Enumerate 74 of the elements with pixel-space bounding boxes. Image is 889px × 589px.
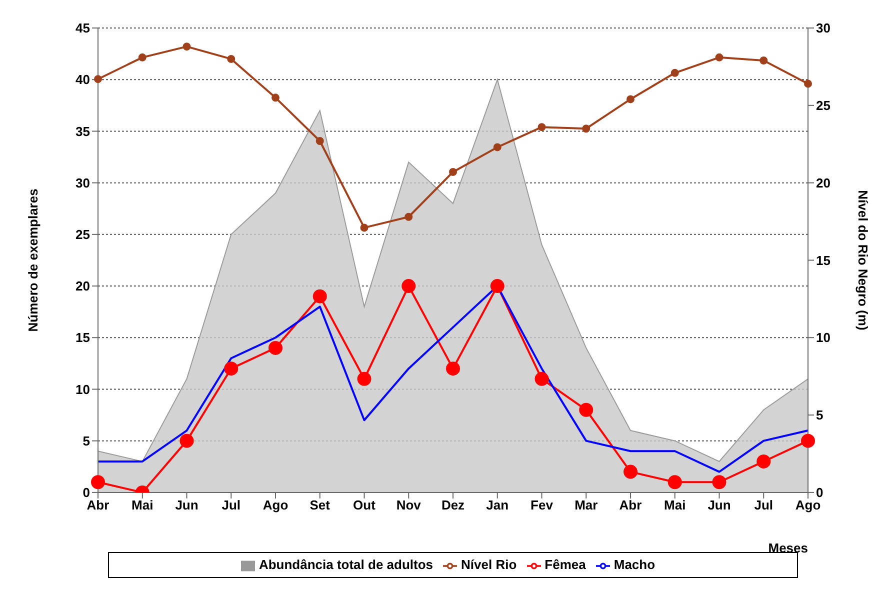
point [402,279,416,294]
x-tick-label: Jun [175,498,198,513]
y2-tick-label: 5 [816,408,824,423]
point [272,94,280,102]
point [224,362,238,376]
y-tick-label: 40 [76,72,90,88]
point [582,124,590,133]
y-tick-label: 15 [76,330,90,346]
y2-tick-label: 30 [816,20,830,36]
x-tick-label: Mar [574,498,598,513]
point [804,80,812,88]
x-tick-label: Nov [396,498,422,513]
point [94,75,102,84]
legend-label: Nível Rio [461,557,517,572]
x-tick-label: Abr [86,498,110,513]
point [357,372,372,386]
y-tick-label: 30 [76,175,90,190]
y-tick-label: 35 [76,124,90,139]
point [624,464,638,479]
point [268,340,282,355]
y2-tick-label: 25 [816,98,830,114]
point [316,137,324,146]
y2-axis-title: Nível do Rio Negro (m) [855,190,870,330]
x-tick-label: Mai [132,498,154,513]
x-tick-label: Mai [664,498,686,513]
legend-label: Fêmea [544,557,586,572]
point [493,143,502,152]
y-axis-title: Número de exemplares [26,188,41,332]
point [715,53,724,62]
y2-tick-label: 15 [816,252,830,268]
x-tick-label: Jan [486,498,509,513]
x-tick-label: Ago [795,498,821,513]
x-tick-label: Jul [754,498,774,513]
point [312,289,327,304]
y2-tick-label: 20 [816,175,830,190]
point [626,95,634,104]
y-tick-label: 5 [82,433,90,448]
x-tick-label: Jul [222,498,241,513]
point [579,402,594,417]
point [668,475,682,490]
x-tick-label: Abr [619,498,642,513]
y-tick-label: 20 [76,278,90,294]
point [801,434,815,448]
point [760,56,768,65]
x-tick-label: Jun [708,498,731,513]
point [712,475,726,490]
point [538,123,546,132]
point [91,475,105,490]
x-tick-label: Ago [262,498,288,513]
x-tick-label: Dez [441,498,466,513]
point [670,68,679,77]
x-axis-title: Meses [768,540,808,556]
point [227,54,236,63]
point [756,454,771,468]
point [534,372,549,386]
y-tick-label: 25 [76,227,90,242]
legend-label: Abundância total de adultos [258,557,434,572]
point [138,53,146,62]
point [446,362,460,376]
point [360,224,368,232]
point [182,42,191,51]
point [404,212,413,221]
y2-tick-label: 10 [816,330,830,346]
x-tick-label: Out [353,498,376,513]
y-tick-label: 45 [76,20,90,36]
point [490,279,504,294]
y2-tick-label: 0 [816,485,824,500]
x-tick-label: Fev [530,498,554,513]
legend-label: Macho [614,557,656,572]
x-tick-label: Set [310,498,331,513]
y-tick-label: 10 [76,382,90,397]
point [449,168,457,176]
point [180,434,194,448]
y-tick-label: 0 [82,485,90,500]
